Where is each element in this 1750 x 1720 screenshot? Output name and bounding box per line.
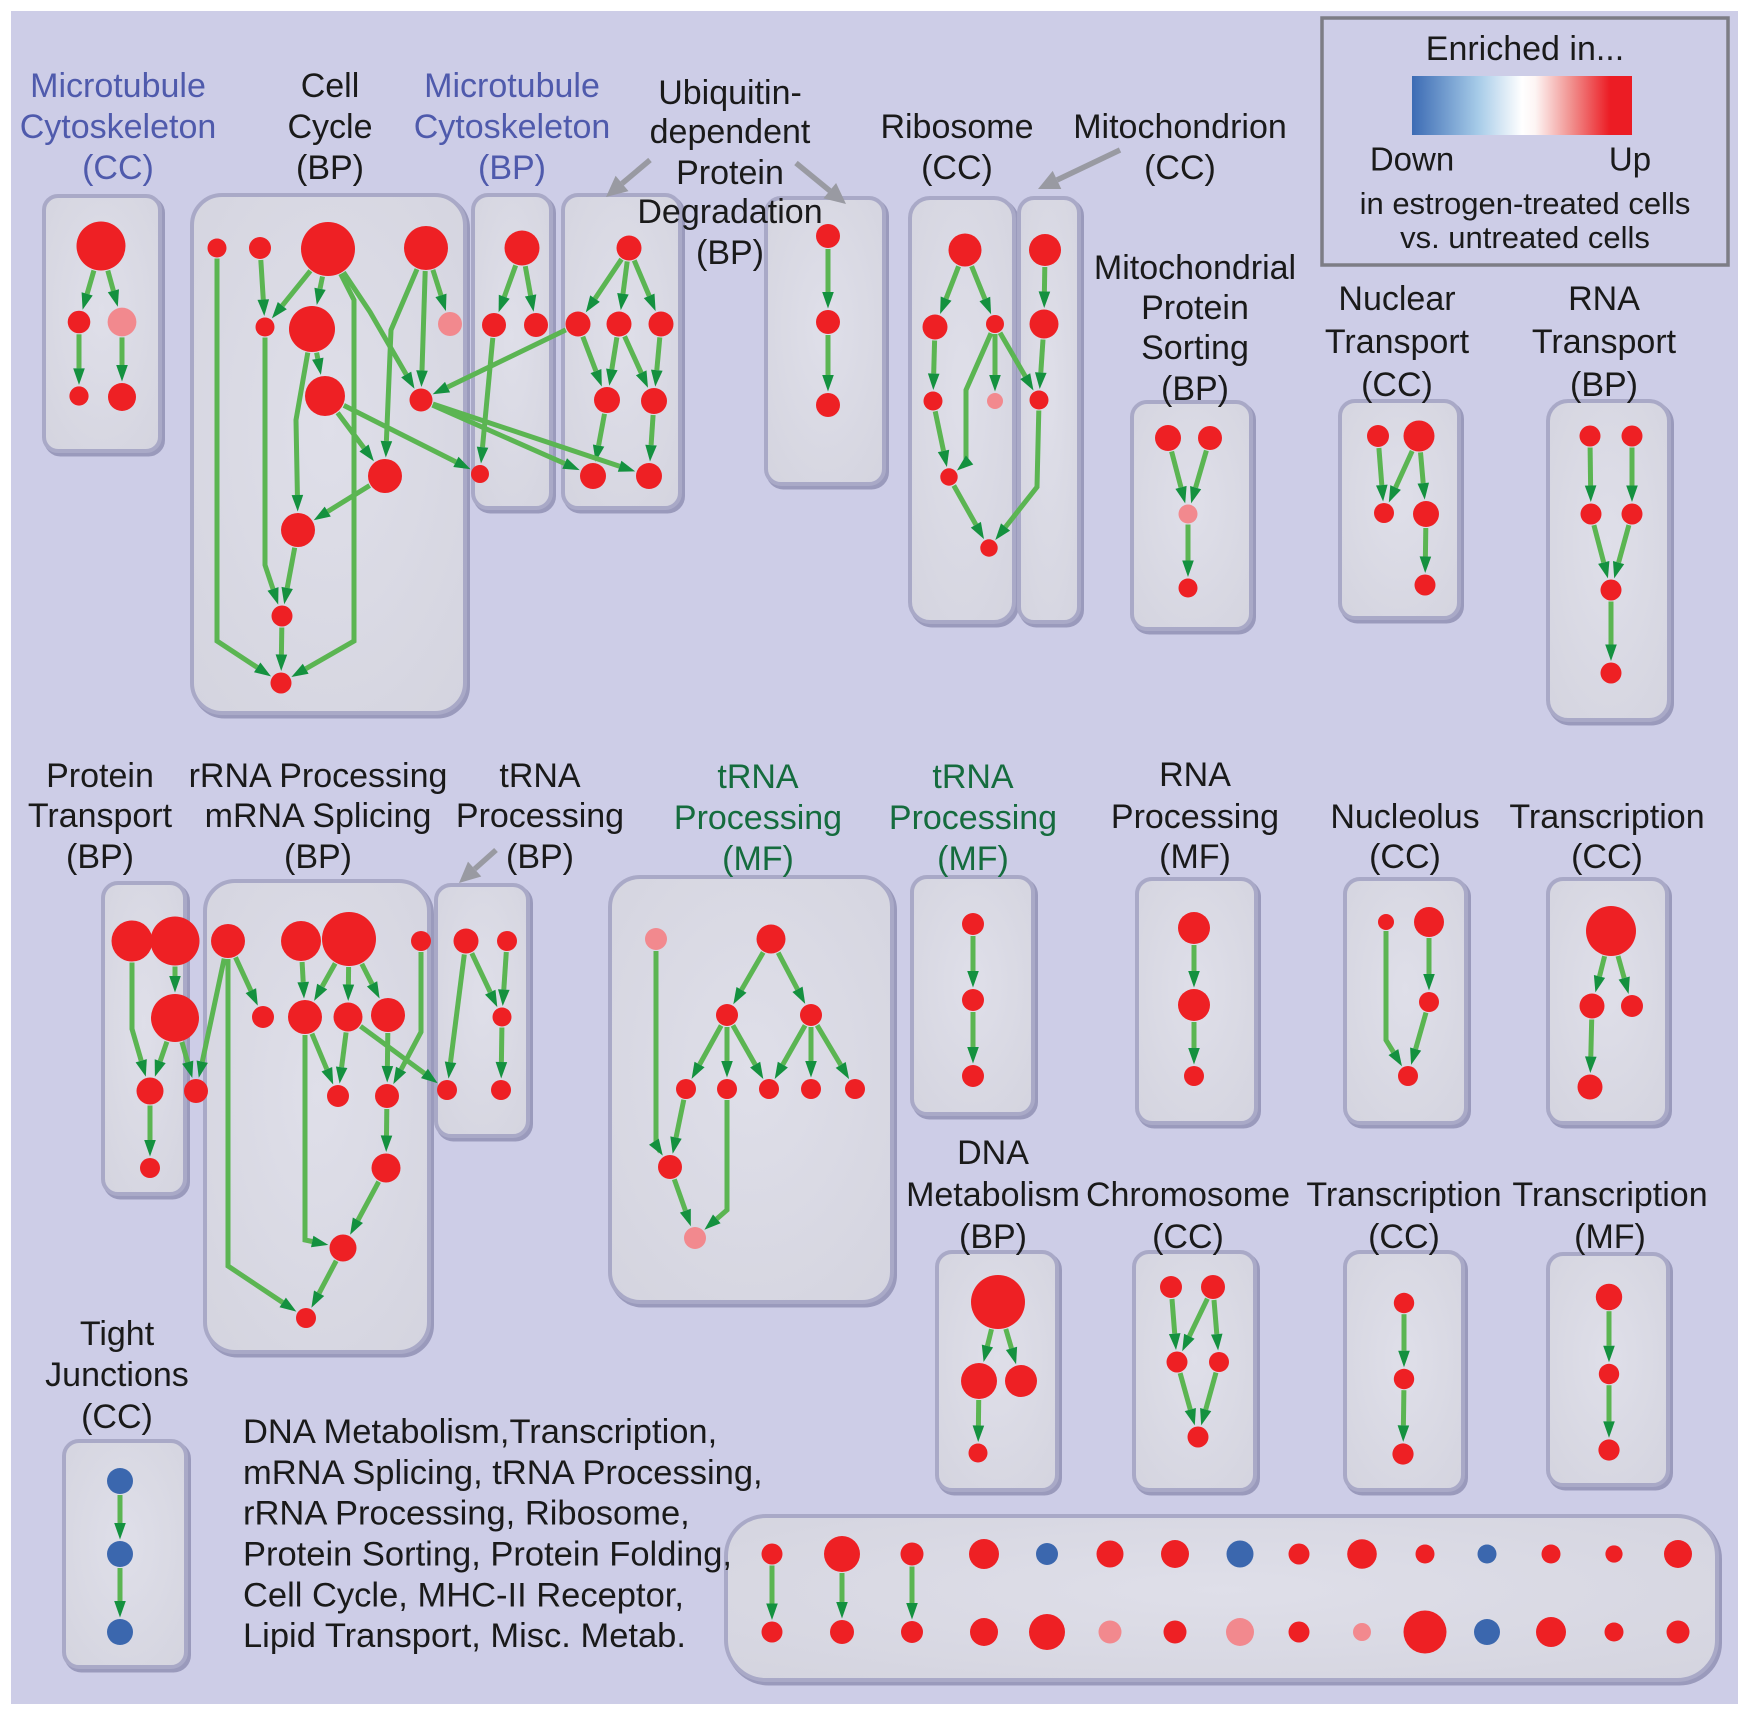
svg-text:RNA: RNA — [1568, 280, 1640, 318]
svg-text:Cycle: Cycle — [287, 108, 372, 146]
svg-text:Sorting: Sorting — [1141, 329, 1249, 367]
svg-text:Transcription: Transcription — [1306, 1176, 1501, 1214]
svg-text:Mitochondrial: Mitochondrial — [1094, 249, 1296, 287]
svg-text:rRNA Processing: rRNA Processing — [189, 757, 448, 795]
svg-text:Mitochondrion: Mitochondrion — [1073, 108, 1287, 146]
svg-text:Protein: Protein — [46, 757, 154, 795]
svg-text:Degradation: Degradation — [637, 193, 822, 231]
svg-text:Transport: Transport — [1325, 323, 1470, 361]
svg-text:(CC): (CC) — [82, 149, 154, 187]
svg-text:Processing: Processing — [456, 797, 624, 835]
svg-text:(CC): (CC) — [1144, 149, 1216, 187]
svg-text:in estrogen-treated cells: in estrogen-treated cells — [1360, 186, 1691, 221]
svg-text:(CC): (CC) — [1361, 366, 1433, 404]
svg-text:(BP): (BP) — [66, 838, 134, 876]
svg-text:Cell Cycle, MHC-II Receptor,: Cell Cycle, MHC-II Receptor, — [243, 1576, 684, 1614]
svg-text:Cell: Cell — [301, 67, 360, 105]
svg-text:(MF): (MF) — [1574, 1218, 1646, 1256]
svg-text:(BP): (BP) — [696, 234, 764, 272]
svg-text:Metabolism: Metabolism — [906, 1176, 1080, 1214]
svg-text:Transcription: Transcription — [1512, 1176, 1707, 1214]
svg-text:Protein: Protein — [676, 154, 784, 192]
svg-text:tRNA: tRNA — [499, 757, 581, 795]
svg-text:tRNA: tRNA — [932, 758, 1014, 796]
svg-text:Microtubule: Microtubule — [424, 67, 600, 105]
svg-text:Up: Up — [1609, 141, 1651, 178]
svg-text:Processing: Processing — [674, 799, 842, 837]
svg-text:Ribosome: Ribosome — [880, 108, 1033, 146]
svg-text:dependent: dependent — [650, 113, 811, 151]
svg-text:Protein Sorting, Protein Foldi: Protein Sorting, Protein Folding, — [243, 1536, 732, 1574]
svg-text:Chromosome: Chromosome — [1086, 1176, 1290, 1214]
svg-text:rRNA Processing, Ribosome,: rRNA Processing, Ribosome, — [243, 1495, 690, 1533]
svg-text:(BP): (BP) — [296, 149, 364, 187]
svg-text:(BP): (BP) — [478, 149, 546, 187]
svg-text:DNA: DNA — [957, 1134, 1029, 1172]
svg-text:RNA: RNA — [1159, 756, 1231, 794]
svg-text:Cytoskeleton: Cytoskeleton — [414, 108, 611, 146]
svg-text:(BP): (BP) — [506, 838, 574, 876]
svg-text:Protein: Protein — [1141, 289, 1249, 327]
svg-text:(BP): (BP) — [959, 1218, 1027, 1256]
svg-text:(MF): (MF) — [1159, 838, 1231, 876]
svg-text:(CC): (CC) — [1369, 838, 1441, 876]
svg-text:(BP): (BP) — [1161, 370, 1229, 408]
svg-text:mRNA Splicing, tRNA Processing: mRNA Splicing, tRNA Processing, — [243, 1454, 763, 1492]
svg-text:Nuclear: Nuclear — [1338, 280, 1455, 318]
svg-text:mRNA Splicing: mRNA Splicing — [205, 797, 432, 835]
svg-text:Enriched in...: Enriched in... — [1426, 30, 1624, 68]
svg-text:Junctions: Junctions — [45, 1356, 189, 1394]
svg-text:(MF): (MF) — [722, 840, 794, 878]
svg-text:Ubiquitin-: Ubiquitin- — [658, 74, 802, 112]
svg-text:Processing: Processing — [1111, 798, 1279, 836]
svg-text:(BP): (BP) — [1570, 366, 1638, 404]
svg-text:(CC): (CC) — [1571, 838, 1643, 876]
svg-text:Nucleolus: Nucleolus — [1330, 798, 1479, 836]
svg-text:Tight: Tight — [80, 1315, 155, 1353]
svg-text:(CC): (CC) — [1152, 1218, 1224, 1256]
svg-text:(MF): (MF) — [937, 840, 1009, 878]
svg-text:Transport: Transport — [28, 797, 173, 835]
svg-text:vs. untreated cells: vs. untreated cells — [1400, 220, 1650, 255]
svg-text:tRNA: tRNA — [717, 758, 799, 796]
svg-text:(CC): (CC) — [1368, 1218, 1440, 1256]
svg-text:(CC): (CC) — [81, 1398, 153, 1436]
svg-text:(CC): (CC) — [921, 149, 993, 187]
svg-text:Transcription: Transcription — [1509, 798, 1704, 836]
svg-text:DNA Metabolism,Transcription,: DNA Metabolism,Transcription, — [243, 1413, 717, 1451]
svg-text:Lipid Transport, Misc. Metab.: Lipid Transport, Misc. Metab. — [243, 1617, 686, 1655]
svg-text:Microtubule: Microtubule — [30, 67, 206, 105]
svg-text:Down: Down — [1370, 141, 1454, 178]
svg-text:(BP): (BP) — [284, 838, 352, 876]
svg-text:Cytoskeleton: Cytoskeleton — [20, 108, 217, 146]
svg-text:Processing: Processing — [889, 799, 1057, 837]
svg-text:Transport: Transport — [1532, 323, 1677, 361]
